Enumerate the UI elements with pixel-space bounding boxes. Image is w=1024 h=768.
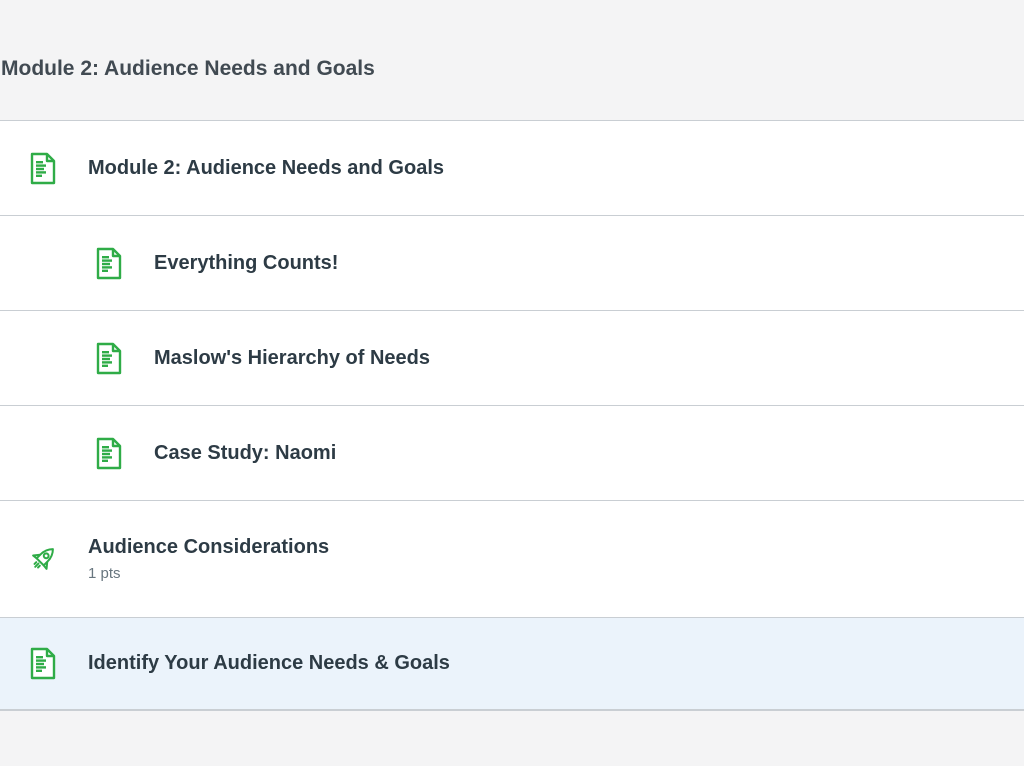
module-item-title[interactable]: Audience Considerations: [88, 536, 330, 558]
module-header: Module 2: Audience Needs and Goals: [0, 0, 1024, 121]
module-item-row[interactable]: Maslow's Hierarchy of Needs: [0, 311, 1024, 406]
module-item-title[interactable]: Case Study: Naomi: [154, 441, 337, 464]
module-footer: [0, 711, 1024, 766]
document-icon: [30, 152, 56, 185]
module-item-title[interactable]: Everything Counts!: [154, 251, 339, 274]
item-points: 1 pts: [88, 565, 121, 582]
module-item-row[interactable]: Case Study: Naomi: [0, 406, 1024, 501]
document-icon: [96, 247, 122, 280]
module-item-row[interactable]: Audience Considerations 1 pts: [0, 501, 1024, 618]
document-icon: [96, 437, 122, 470]
module-item-text-block: Audience Considerations 1 pts: [88, 536, 329, 582]
document-icon: [30, 647, 56, 680]
module-header-title: Module 2: Audience Needs and Goals: [1, 57, 375, 80]
module-item-title[interactable]: Maslow's Hierarchy of Needs: [154, 346, 430, 369]
module-item-title[interactable]: Identify Your Audience Needs & Goals: [88, 652, 450, 674]
module-item-row[interactable]: Everything Counts!: [0, 216, 1024, 311]
module-item-row[interactable]: Module 2: Audience Needs and Goals: [0, 121, 1024, 216]
module-item-title[interactable]: Module 2: Audience Needs and Goals: [88, 156, 444, 179]
rocket-icon: [26, 542, 60, 576]
document-icon: [96, 342, 122, 375]
module-item-row[interactable]: Identify Your Audience Needs & Goals: [0, 618, 1024, 711]
